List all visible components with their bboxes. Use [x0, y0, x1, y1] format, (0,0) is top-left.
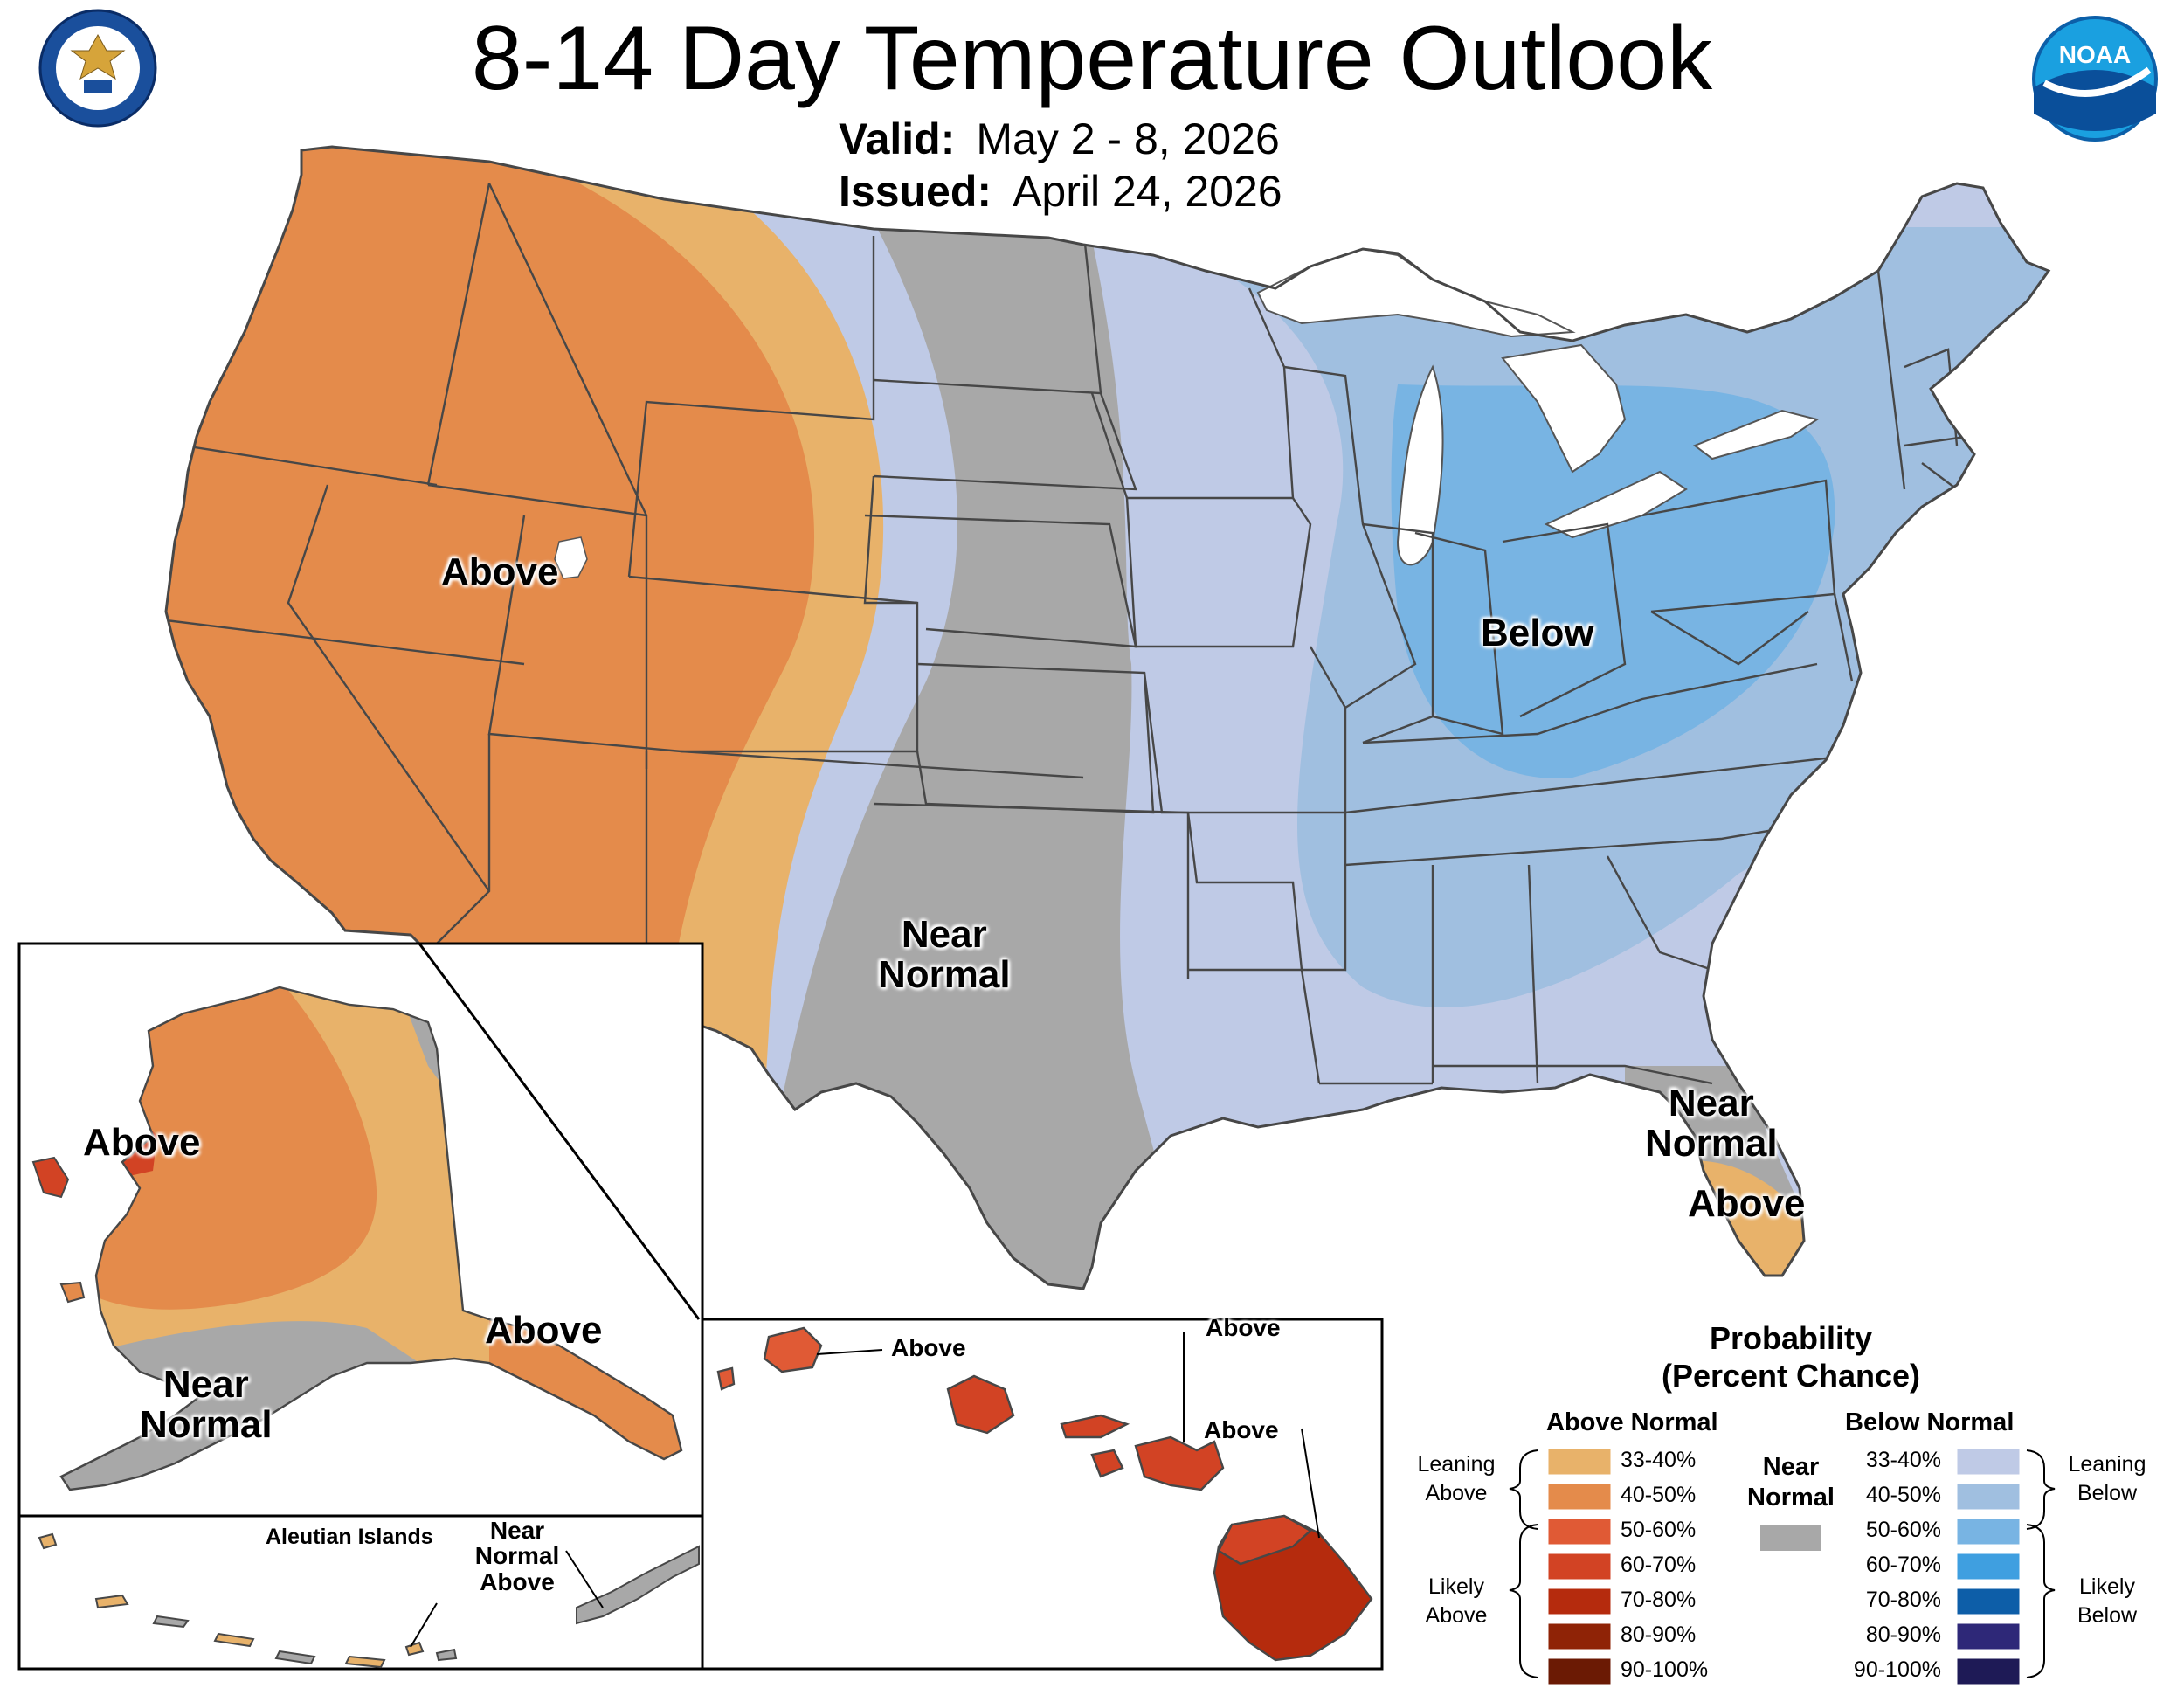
- legend-below-swatch-4: [1956, 1588, 2021, 1615]
- label-normal: Normal: [474, 1542, 560, 1570]
- legend-likely-above: Likely Above: [1408, 1573, 1504, 1629]
- label-alaska-near-normal: Near Normal: [140, 1363, 273, 1447]
- label-normal: Normal: [1645, 1122, 1778, 1166]
- legend-below-swatch-3: [1956, 1553, 2021, 1581]
- legend-above-label-2: 50-60%: [1621, 1518, 1697, 1542]
- noaa-logo: NOAA: [2032, 16, 2158, 142]
- label-normal: Normal: [140, 1403, 273, 1447]
- label-hawaii-kauai-above: Above: [891, 1334, 966, 1361]
- label-hawaii-big-island-above: Above: [1204, 1416, 1279, 1443]
- aleutian-leader-near: [565, 1550, 604, 1608]
- legend-near-line1: Near: [1762, 1453, 1820, 1481]
- legend-above-swatch-5: [1547, 1622, 1612, 1650]
- legend-title-line2: (Percent Chance): [1661, 1358, 1921, 1394]
- label-above: Above: [480, 1567, 555, 1595]
- legend-below-label-4: 70-80%: [1865, 1588, 1941, 1612]
- department-of-commerce-seal: [38, 9, 157, 128]
- legend-above-swatch-0: [1547, 1448, 1612, 1476]
- label-east-below: Below: [1481, 612, 1594, 654]
- legend-leaning-above-line2: Above: [1425, 1480, 1488, 1505]
- legend-below-label-3: 60-70%: [1865, 1553, 1941, 1577]
- conus-outline: [164, 145, 2051, 1290]
- legend-below-label-5: 80-90%: [1865, 1622, 1941, 1647]
- inset-leader: [418, 943, 701, 1320]
- legend-above-swatch-6: [1547, 1657, 1612, 1685]
- legend-below-label-6: 90-100%: [1853, 1657, 1941, 1682]
- legend-likely-below: Likely Below: [2059, 1573, 2155, 1629]
- label-aleutian-outlook: Near Normal Above: [447, 1518, 587, 1595]
- legend-above-swatch-2: [1547, 1518, 1612, 1546]
- legend-leaning-below-line2: Below: [2077, 1480, 2138, 1505]
- legend-below-swatch-5: [1956, 1622, 2021, 1650]
- svg-text:NOAA: NOAA: [2059, 41, 2131, 68]
- label-alaska-west-above: Above: [83, 1121, 201, 1164]
- label-aleutian-islands: Aleutian Islands: [266, 1525, 433, 1549]
- legend-above-label-4: 70-80%: [1621, 1588, 1697, 1612]
- legend-below-label-2: 50-60%: [1865, 1518, 1941, 1542]
- legend-above-label-1: 40-50%: [1621, 1483, 1697, 1507]
- legend-above-label-3: 60-70%: [1621, 1553, 1697, 1577]
- label-alaska-southeast-above: Above: [485, 1309, 603, 1352]
- label-near: Near: [489, 1517, 545, 1544]
- label-south-central-near-normal: Near Normal: [878, 913, 1011, 997]
- valid-label: Valid:: [839, 114, 956, 163]
- great-lakes: [1256, 247, 1820, 566]
- label-near: Near: [1668, 1082, 1754, 1124]
- label-near: Near: [162, 1363, 249, 1406]
- legend-above-swatch-4: [1547, 1588, 1612, 1615]
- label-hawaii-maui-above: Above: [1206, 1314, 1281, 1341]
- legend-leaning-below: Leaning Below: [2059, 1450, 2155, 1507]
- label-florida-above: Above: [1688, 1182, 1806, 1225]
- legend-below-swatch-1: [1956, 1483, 2021, 1511]
- state-boundaries: [166, 183, 1966, 1085]
- hawaii-leaders: [816, 1332, 1320, 1539]
- label-florida-near-normal: Near Normal: [1645, 1083, 1778, 1164]
- hawaii-islands: [716, 1326, 1373, 1662]
- legend-leaning-below-line1: Leaning: [2068, 1452, 2146, 1477]
- legend-title-line1: Probability: [1709, 1320, 1873, 1356]
- legend-below-header: Below Normal: [1845, 1408, 2015, 1436]
- label-normal: Normal: [878, 953, 1011, 997]
- legend-near-normal: Near Normal: [1738, 1452, 1843, 1513]
- great-salt-lake: [554, 536, 588, 579]
- issued-label: Issued:: [839, 167, 992, 216]
- legend-near-normal-swatch: [1760, 1525, 1821, 1551]
- issued-line: Issued: April 24, 2026: [839, 166, 1282, 217]
- page-title: 8-14 Day Temperature Outlook: [471, 8, 1713, 109]
- aleutian-leader-above: [410, 1602, 438, 1648]
- nunivak-island: [59, 1281, 86, 1304]
- legend-near-line2: Normal: [1747, 1483, 1835, 1512]
- label-near: Near: [901, 913, 987, 956]
- legend-above-header: Above Normal: [1546, 1408, 1718, 1436]
- valid-value: May 2 - 8, 2026: [976, 114, 1280, 163]
- legend-below-label-0: 33-40%: [1865, 1448, 1941, 1472]
- aleutian-inset-frame: [17, 1514, 704, 1671]
- legend-likely-above-line2: Above: [1425, 1602, 1488, 1628]
- legend-below-swatch-2: [1956, 1518, 2021, 1546]
- legend-leaning-above-line1: Leaning: [1417, 1452, 1496, 1477]
- aleutian-chain: [38, 1532, 700, 1669]
- legend-braces: [1509, 1449, 2056, 1678]
- legend-above-swatch-1: [1547, 1483, 1612, 1511]
- legend-above-swatch-3: [1547, 1553, 1612, 1581]
- legend-likely-above-line1: Likely: [1428, 1574, 1484, 1599]
- legend-above-label-5: 80-90%: [1621, 1622, 1697, 1647]
- legend-likely-below-line2: Below: [2077, 1602, 2138, 1628]
- label-west-above: Above: [441, 550, 559, 593]
- legend-likely-below-line1: Likely: [2079, 1574, 2135, 1599]
- legend-above-label-0: 33-40%: [1621, 1448, 1697, 1472]
- legend-below-label-1: 40-50%: [1865, 1483, 1941, 1507]
- legend-above-label-6: 90-100%: [1621, 1657, 1709, 1682]
- issued-value: April 24, 2026: [1013, 167, 1282, 216]
- legend-below-swatch-0: [1956, 1448, 2021, 1476]
- legend-title: Probability (Percent Chance): [1660, 1319, 1922, 1394]
- st-lawrence-island: [31, 1156, 70, 1199]
- legend-swatches: [1547, 1448, 2021, 1685]
- alaska-outline: [59, 986, 683, 1491]
- legend-leaning-above: Leaning Above: [1408, 1450, 1504, 1507]
- valid-line: Valid: May 2 - 8, 2026: [839, 114, 1280, 164]
- legend-below-swatch-6: [1956, 1657, 2021, 1685]
